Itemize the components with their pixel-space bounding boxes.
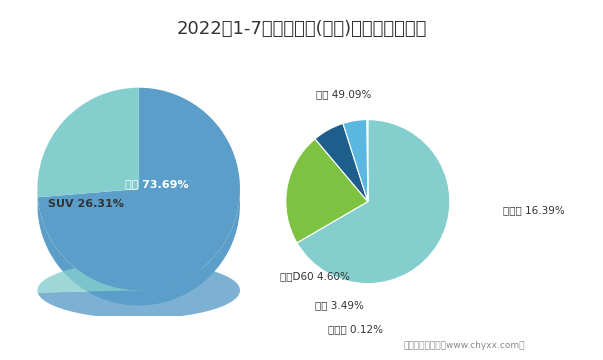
Wedge shape: [37, 88, 139, 197]
Text: 2022年1-7月东风日产(轿车)销量占比统计图: 2022年1-7月东风日产(轿车)销量占比统计图: [176, 20, 427, 38]
Text: 启辰D60 4.60%: 启辰D60 4.60%: [280, 271, 350, 281]
Text: 轿车 73.69%: 轿车 73.69%: [125, 179, 189, 189]
Polygon shape: [38, 262, 240, 319]
Wedge shape: [367, 120, 368, 202]
Text: SUV 26.31%: SUV 26.31%: [48, 199, 124, 209]
Text: 轩逸 49.09%: 轩逸 49.09%: [315, 89, 371, 99]
Wedge shape: [343, 120, 368, 202]
Wedge shape: [38, 88, 240, 290]
Text: 新蓝鸟 0.12%: 新蓝鸟 0.12%: [328, 325, 383, 334]
Polygon shape: [38, 190, 240, 306]
Wedge shape: [286, 139, 368, 243]
Polygon shape: [37, 262, 139, 293]
Text: 骐达 3.49%: 骐达 3.49%: [315, 300, 364, 310]
Wedge shape: [315, 123, 368, 202]
Text: 制图：智研咨询（www.chyxx.com）: 制图：智研咨询（www.chyxx.com）: [403, 341, 525, 350]
Wedge shape: [297, 120, 450, 284]
Text: 新天籁 16.39%: 新天籁 16.39%: [503, 205, 565, 215]
